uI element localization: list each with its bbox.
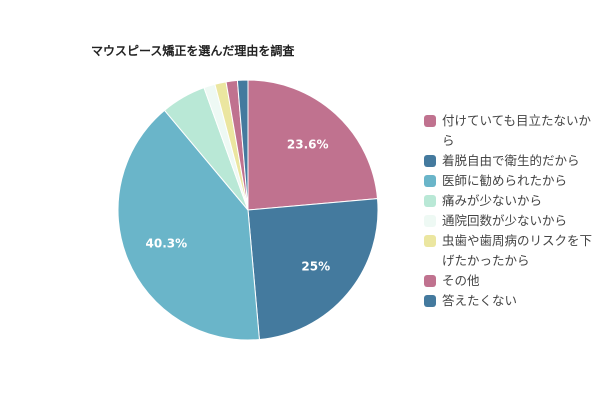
legend-swatch — [424, 235, 436, 247]
data-label: 40.3% — [146, 236, 188, 250]
legend-label: 答えたくない — [442, 293, 518, 308]
legend-swatch — [424, 115, 436, 127]
pie-slice — [236, 79, 249, 211]
pie-slice — [117, 109, 260, 341]
legend-swatch — [424, 195, 436, 207]
legend-item[interactable]: 付けていても目立たないから — [422, 111, 600, 151]
legend-label: 痛みが少ないから — [442, 193, 543, 208]
legend: 付けていても目立たないから着脱自由で衛生的だから 医師に勧められたから 痛みが少ない… — [422, 111, 600, 311]
legend-item[interactable]: 虫歯や歯周病のリスクを下げたかったから — [422, 231, 600, 271]
legend-swatch — [424, 155, 436, 167]
data-label: 23.6% — [287, 137, 329, 151]
chart-title: マウスピース矯正を選んだ理由を調査 — [91, 44, 295, 58]
legend-item[interactable]: 医師に勧められたから — [422, 171, 600, 191]
legend-item[interactable]: 答えたくない — [422, 291, 600, 311]
legend-label: 通院回数が少ないから — [442, 213, 568, 228]
legend-swatch — [424, 215, 436, 227]
pie-slice — [247, 198, 379, 341]
legend-item[interactable]: 痛みが少ないから — [422, 191, 600, 211]
legend-item[interactable]: 通院回数が少ないから — [422, 211, 600, 231]
legend-label: 付けていても目立たないから — [442, 113, 592, 148]
data-label: 25% — [301, 259, 330, 273]
legend-item[interactable]: 着脱自由で衛生的だから — [422, 151, 600, 171]
legend-label: 医師に勧められたから — [442, 173, 568, 188]
legend-label: 着脱自由で衛生的だから — [442, 153, 580, 168]
legend-swatch — [424, 275, 436, 287]
legend-item[interactable]: その他 — [422, 271, 600, 291]
legend-label: 虫歯や歯周病のリスクを下げたかったから — [442, 233, 593, 268]
legend-swatch — [424, 175, 436, 187]
pie-slice — [247, 79, 379, 211]
legend-label: その他 — [442, 273, 480, 288]
legend-swatch — [424, 295, 436, 307]
